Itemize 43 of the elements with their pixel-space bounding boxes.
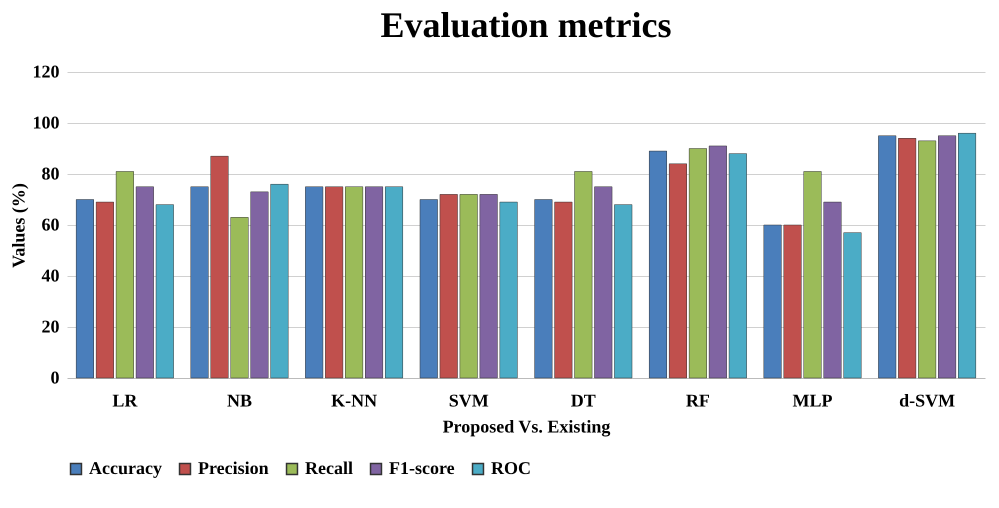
bar (190, 186, 209, 378)
bar (250, 192, 268, 378)
bar (96, 202, 114, 378)
bar (648, 150, 668, 378)
bar (938, 136, 956, 378)
bar (803, 171, 822, 378)
legend-label: F1-score (389, 458, 455, 478)
bar (365, 186, 384, 378)
legend-label: ROC (491, 458, 531, 478)
y-tick-label: 80 (42, 164, 60, 184)
bar (384, 186, 404, 378)
bar (345, 186, 364, 378)
bar (230, 217, 249, 378)
bar (270, 184, 288, 378)
legend-label: Precision (198, 458, 269, 478)
bar (210, 156, 229, 378)
x-tick-label: MLP (792, 390, 833, 410)
bar (958, 132, 976, 378)
bar (76, 199, 94, 378)
x-axis-title: Proposed Vs. Existing (442, 416, 610, 436)
x-tick-label: DT (570, 390, 596, 410)
x-tick-label: RF (686, 390, 710, 410)
y-tick-label: 120 (32, 62, 60, 82)
y-axis-title: Values (%) (8, 183, 28, 268)
x-tick-label: SVM (448, 390, 489, 410)
y-tick-label: 40 (42, 266, 60, 286)
bar (764, 224, 782, 378)
bar (688, 148, 707, 378)
bar (823, 202, 842, 378)
legend-label: Accuracy (89, 458, 162, 478)
bar (784, 224, 802, 378)
legend-label: Recall (305, 458, 353, 478)
y-tick-label: 60 (42, 214, 60, 234)
x-tick-label: LR (112, 390, 138, 410)
y-tick-label: 100 (32, 112, 60, 132)
chart-title: Evaluation metrics (380, 5, 672, 45)
x-tick-label: d-SVM (899, 390, 956, 410)
y-tick-label: 0 (50, 368, 60, 388)
bar (668, 164, 687, 378)
bar (843, 232, 862, 378)
x-tick-label: NB (226, 390, 252, 410)
x-tick-label: K-NN (331, 390, 378, 410)
y-tick-label: 20 (42, 316, 60, 336)
